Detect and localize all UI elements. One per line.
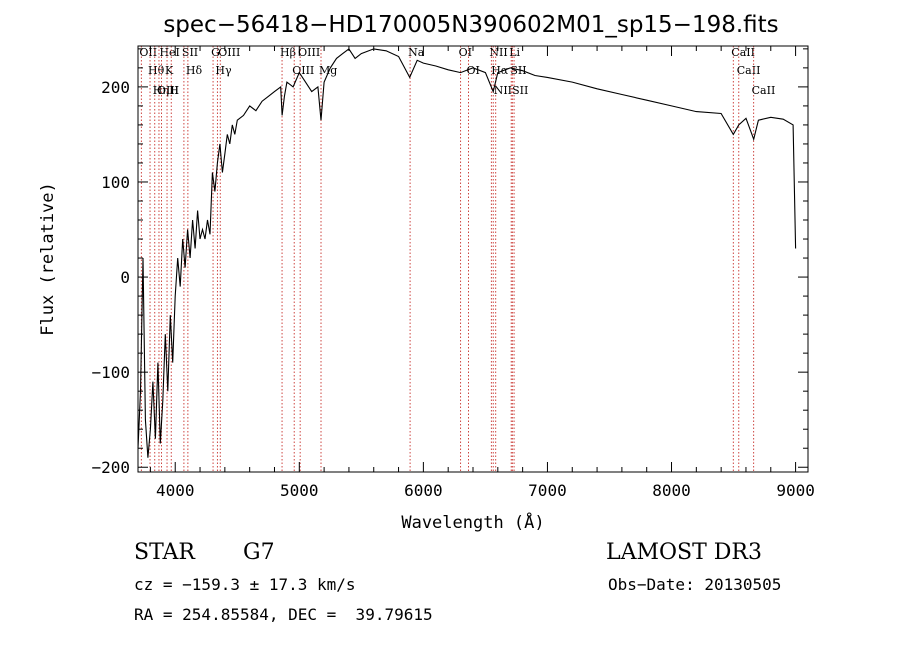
marker-label: CaII [731,46,755,59]
marker-label: Hδ [186,64,203,77]
y-axis-label: Flux (relative) [38,182,58,336]
spectrum-line [137,48,797,458]
y-tick-label: 200 [101,78,130,97]
marker-label: Na [408,46,425,59]
y-tick-label: 0 [120,268,130,287]
marker-label: Hθ [148,64,165,77]
x-tick-label: 6000 [404,481,443,500]
x-tick-label: 9000 [776,481,815,500]
marker-label: SII [510,64,526,77]
axis-ticks [138,46,808,472]
spectrum-series [137,48,797,458]
axis-tick-labels: 4000 5000 6000 7000 8000 9000 −200 −100 0 100 200 [91,78,814,500]
marker-label: H [169,84,179,97]
marker-label: OIII [157,84,179,97]
marker-label: Li [509,46,520,59]
marker-label: SII [512,84,528,97]
coordinates: RA = 254.85584, DEC = 39.79615 [134,605,433,624]
marker-label: Mg [319,64,337,77]
marker-label: NII [494,84,512,97]
redshift-velocity: cz = −159.3 ± 17.3 km/s [134,575,356,594]
chart-title: spec−56418−HD170005N390602M01_sp15−198.f… [163,12,778,38]
marker-label: K [165,64,174,77]
marker-label: CaII [752,84,776,97]
marker-label: G [211,46,220,59]
object-subclass: G7 [243,540,275,565]
marker-label: NII [489,46,507,59]
marker-label: OIII [292,64,314,77]
marker-label: Hγ [215,64,232,77]
survey-name: LAMOST DR3 [606,540,762,565]
marker-label: Hβ [280,46,296,59]
plot-frame [137,45,809,473]
x-tick-label: 8000 [652,481,691,500]
marker-label: HeI [159,46,179,59]
object-class: STAR [134,540,196,565]
y-tick-label: 100 [101,173,130,192]
x-tick-label: 5000 [280,481,319,500]
marker-label: Hα [491,64,509,77]
marker-label: OII [139,46,157,59]
x-tick-label: 7000 [528,481,567,500]
marker-label: CaII [737,64,761,77]
marker-label: SII [182,46,198,59]
y-tick-label: −200 [91,458,130,477]
y-tick-label: −100 [91,363,130,382]
marker-label: OI [459,46,472,59]
observation-date: Obs−Date: 20130505 [608,575,781,594]
marker-label: OIII [298,46,320,59]
x-axis-label: Wavelength (Å) [401,511,544,533]
marker-label: OIII [218,46,240,59]
marker-label: OI [467,64,480,77]
marker-label: Hη [153,84,169,97]
x-tick-label: 4000 [156,481,195,500]
